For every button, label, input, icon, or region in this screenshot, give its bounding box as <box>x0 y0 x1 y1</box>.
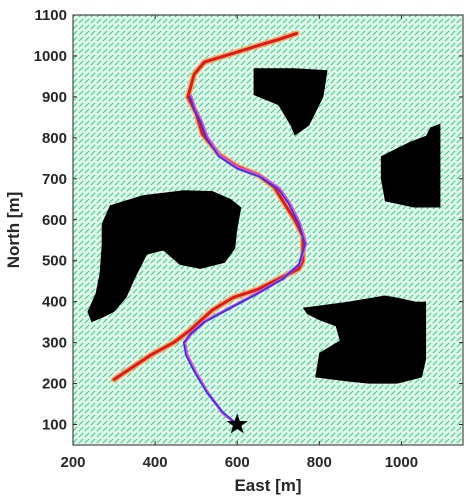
y-tick-label: 300 <box>42 335 67 352</box>
x-ticks-group: 200 400 600 800 1000 <box>60 15 418 471</box>
obstacles-group <box>87 68 441 384</box>
y-tick-label: 400 <box>42 294 67 311</box>
y-tick-label: 800 <box>42 130 67 147</box>
y-tick-label: 900 <box>42 89 67 106</box>
plot-area-frame <box>72 14 464 446</box>
y-tick-label: 500 <box>42 253 67 270</box>
x-tick-label: 400 <box>143 454 168 471</box>
red-path-line <box>112 31 305 381</box>
obstacle-1 <box>253 68 328 136</box>
goal-star-marker <box>226 413 248 434</box>
blue-path-line <box>182 96 306 426</box>
x-tick-label: 200 <box>60 454 85 471</box>
goal-group <box>226 413 248 434</box>
x-tick-label: 800 <box>307 454 332 471</box>
y-tick-label: 1100 <box>34 7 67 24</box>
x-tick-label: 600 <box>225 454 250 471</box>
paths-group <box>111 30 308 426</box>
obstacle-2 <box>380 123 441 208</box>
y-tick-label: 700 <box>42 171 67 188</box>
y-tick-label: 600 <box>42 212 67 229</box>
x-tick-label: 1000 <box>385 454 418 471</box>
y-tick-label: 100 <box>42 417 67 434</box>
obstacle-4 <box>302 295 427 384</box>
y-tick-label: 1000 <box>34 48 67 65</box>
obstacle-3 <box>87 190 242 323</box>
y-ticks-group: 100 200 300 400 500 600 700 800 900 1000 1100 <box>34 7 463 434</box>
y-tick-label: 200 <box>42 376 67 393</box>
y-axis-title: North [m] <box>4 192 23 268</box>
x-axis-title: East [m] <box>234 476 301 495</box>
